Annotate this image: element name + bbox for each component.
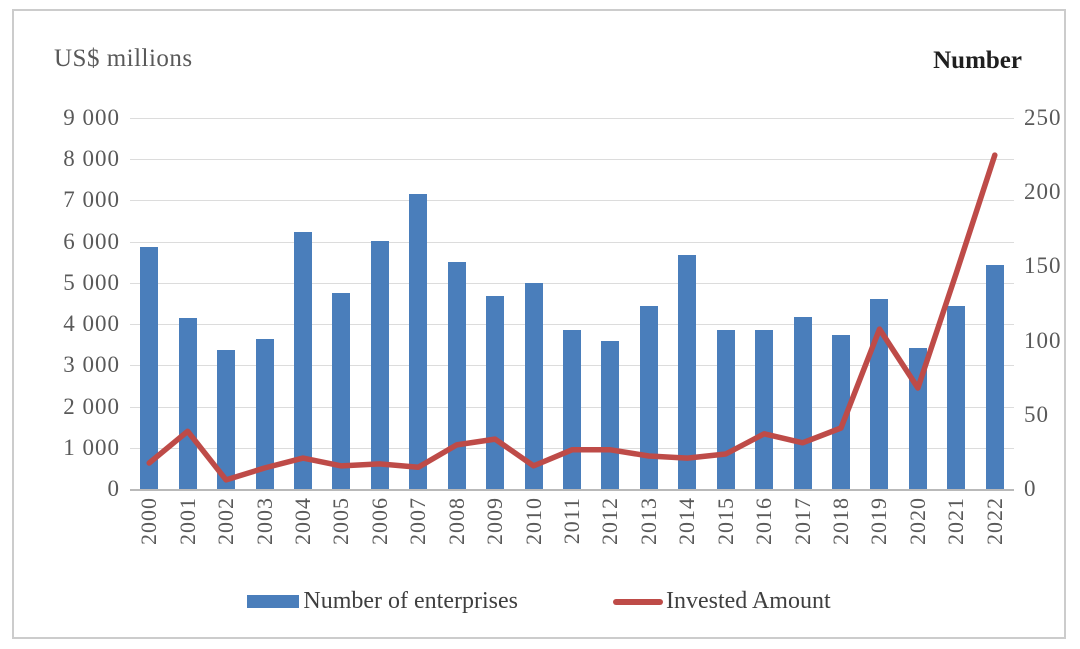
legend-item-number-of-enterprises: Number of enterprises (247, 588, 518, 615)
x-tick-label-2005: 2005 (328, 497, 354, 545)
chart-frame: US$ millions Number 9 000 8 000 7 000 6 000… (12, 9, 1066, 639)
left-axis-tick-label: 4 000 (63, 311, 120, 337)
left-axis-tick-label: 5 000 (63, 269, 120, 295)
right-axis-tick-label: 50 (1024, 401, 1049, 427)
x-tick-label-2000: 2000 (136, 497, 162, 545)
x-tick-label-2010: 2010 (520, 497, 546, 545)
left-axis-tick-label: 0 (107, 476, 120, 501)
gridline (130, 282, 1014, 284)
bar-2021 (947, 306, 966, 489)
bar-2000 (140, 247, 159, 489)
bar-2006 (370, 241, 389, 489)
x-tick-label-2008: 2008 (443, 497, 469, 545)
x-tick-label-2001: 2001 (174, 497, 200, 545)
bar-2010 (524, 282, 543, 489)
x-tick-label-2013: 2013 (635, 497, 661, 545)
left-axis-tick-label: 6 000 (63, 228, 120, 254)
x-axis-line (130, 489, 1014, 491)
left-axis-tick-label: 2 000 (63, 393, 120, 419)
plot-area (130, 118, 1014, 491)
bar-2005 (332, 293, 351, 489)
x-tick-label-2009: 2009 (482, 497, 508, 545)
bar-2003 (255, 339, 274, 489)
gridline (130, 324, 1014, 326)
bar-2007 (409, 193, 428, 489)
right-axis-tick-label: 150 (1024, 253, 1062, 279)
x-tick-label-2019: 2019 (866, 497, 892, 545)
x-tick-label-2022: 2022 (981, 497, 1007, 545)
right-axis-tick-label: 200 (1024, 179, 1062, 205)
x-tick-label-2007: 2007 (405, 497, 431, 545)
line-series-swatch (612, 598, 663, 605)
bar-2014 (678, 254, 697, 489)
gridline (130, 241, 1014, 243)
bar-2002 (217, 349, 236, 489)
x-tick-label-2003: 2003 (251, 497, 277, 545)
bar-2013 (639, 306, 658, 489)
gridline (130, 200, 1014, 202)
right-axis-tick-label: 250 (1024, 105, 1062, 130)
bar-2004 (293, 232, 312, 489)
line-path (146, 152, 998, 483)
left-axis-tick-label: 9 000 (63, 105, 120, 130)
bar-2008 (447, 261, 466, 489)
x-tick-label-2017: 2017 (789, 497, 815, 545)
bar-2018 (832, 334, 851, 489)
bar-2017 (793, 316, 812, 489)
x-tick-label-2020: 2020 (904, 497, 930, 545)
right-axis-tick-label: 0 (1024, 476, 1037, 501)
legend-item-invested-amount: Invested Amount (612, 588, 831, 615)
legend-label: Number of enterprises (303, 588, 518, 614)
x-tick-label-2012: 2012 (597, 497, 623, 545)
right-axis-title: Number (933, 47, 1022, 74)
x-tick-label-2006: 2006 (366, 497, 392, 545)
x-tick-label-2004: 2004 (289, 497, 315, 545)
gridline (130, 159, 1014, 161)
chart-legend: Number of enterprises Invested Amount (14, 588, 1064, 615)
gridline (130, 118, 1014, 119)
x-tick-label-2021: 2021 (943, 497, 969, 545)
bar-series-swatch (247, 595, 300, 608)
right-axis-tick-label: 100 (1024, 327, 1062, 353)
left-axis-tick-label: 8 000 (63, 146, 120, 172)
x-tick-label-2016: 2016 (751, 497, 777, 545)
invested-amount-line (146, 152, 998, 483)
bar-2022 (985, 264, 1004, 489)
bar-2016 (755, 330, 774, 489)
legend-label: Invested Amount (665, 588, 831, 614)
bar-2001 (178, 318, 197, 489)
x-tick-label-2014: 2014 (674, 497, 700, 545)
left-axis-tick-label: 7 000 (63, 187, 120, 213)
x-tick-label-2018: 2018 (828, 497, 854, 545)
left-axis-title: US$ millions (54, 45, 193, 72)
left-axis-tick-label: 3 000 (63, 352, 120, 378)
x-tick-label-2011: 2011 (559, 497, 584, 545)
x-tick-label-2002: 2002 (213, 497, 239, 545)
x-tick-label-2015: 2015 (712, 497, 738, 545)
left-axis-tick-label: 1 000 (63, 434, 120, 460)
